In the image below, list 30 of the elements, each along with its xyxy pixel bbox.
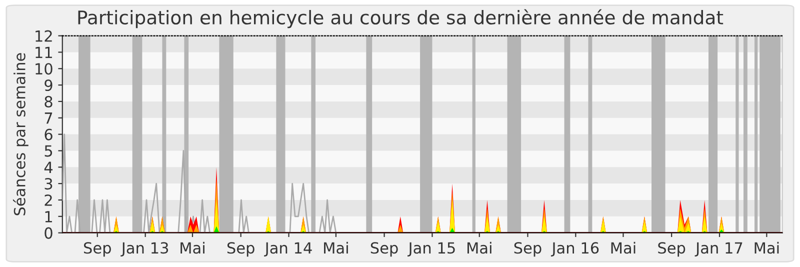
y-axis-title: Séances par semaine: [12, 53, 28, 216]
x-tick-label: Mai: [180, 242, 204, 254]
x-tick-label: Sep: [658, 242, 686, 257]
x-tick-label: Jan 13: [120, 242, 168, 257]
x-tick-label: Sep: [227, 242, 254, 257]
y-tick-label: 3: [44, 178, 52, 190]
x-tick-label: Sep: [84, 242, 111, 257]
x-tick-label: Jan 17: [694, 242, 742, 257]
y-tick-label: 4: [44, 162, 53, 173]
y-tick-label: 2: [44, 194, 52, 206]
y-tick-label: 7: [44, 112, 52, 124]
y-tick-label: 0: [44, 227, 52, 239]
x-tick-label: Mai: [754, 242, 779, 254]
y-tick-label: 8: [44, 96, 52, 108]
y-tick-label: 6: [44, 128, 52, 140]
x-tick-label: Mai: [611, 242, 636, 254]
y-tick-label: 11: [36, 46, 52, 58]
x-tick-label: Jan 15: [408, 242, 455, 257]
x-tick-label: Jan 16: [550, 242, 599, 257]
x-tick-label: Jan 14: [264, 242, 312, 257]
x-tick-label: Mai: [324, 242, 348, 254]
y-tick-label: 1: [45, 211, 52, 222]
y-tick-label: 12: [36, 30, 52, 42]
x-tick-label: Mai: [467, 242, 492, 254]
x-tick-label: Sep: [514, 242, 542, 257]
chart-title: Participation en hemicycle au cours de sa dernière année de mandat: [78, 9, 724, 28]
x-tick-label: Sep: [370, 242, 398, 257]
y-tick-label: 9: [44, 80, 52, 92]
y-tick-label: 5: [44, 145, 52, 157]
y-tick-label: 10: [36, 63, 52, 75]
